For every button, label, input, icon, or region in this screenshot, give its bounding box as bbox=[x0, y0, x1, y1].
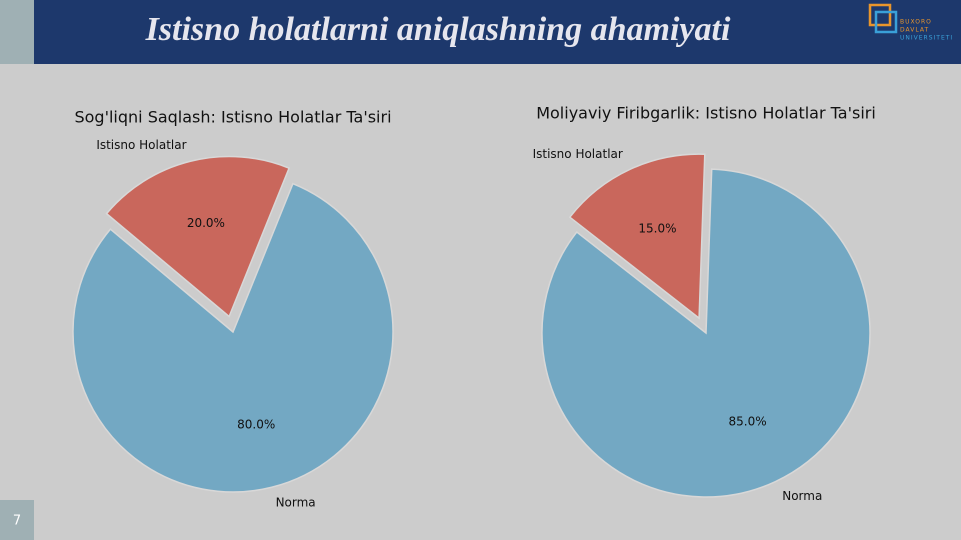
slice-value-label: 80.0% bbox=[237, 418, 275, 432]
slice-label: Istisno Holatlar bbox=[96, 138, 186, 152]
corner-block bbox=[0, 0, 34, 64]
page-number: 7 bbox=[13, 514, 21, 529]
logo-icon bbox=[868, 3, 892, 27]
chart-title: Moliyaviy Firibgarlik: Istisno Holatlar … bbox=[536, 104, 876, 123]
slice-value-label: 85.0% bbox=[729, 415, 767, 429]
page-number-box bbox=[0, 500, 34, 540]
slice-label: Norma bbox=[276, 495, 316, 509]
logo-text: UNIVERSITETI bbox=[900, 35, 953, 42]
logo-text: BUXORO bbox=[900, 19, 932, 26]
logo: BUXORO DAVLAT UNIVERSITETI bbox=[868, 3, 953, 42]
pie-slice bbox=[541, 168, 871, 498]
slice-label: Norma bbox=[782, 489, 822, 503]
pie-slice bbox=[568, 153, 706, 320]
logo-icon bbox=[874, 10, 898, 34]
chart-title: Sog'liqni Saqlash: Istisno Holatlar Ta's… bbox=[74, 108, 391, 127]
header-bar bbox=[34, 0, 961, 64]
slice-value-label: 15.0% bbox=[638, 221, 676, 235]
slice-label: Istisno Holatlar bbox=[533, 147, 623, 161]
logo-text: DAVLAT bbox=[900, 27, 929, 34]
pie-slice bbox=[72, 182, 394, 493]
slide-title: Istisno holatlarni aniqlashning ahamiyat… bbox=[145, 11, 731, 48]
slice-value-label: 20.0% bbox=[187, 216, 225, 230]
pie-slice bbox=[105, 155, 291, 318]
